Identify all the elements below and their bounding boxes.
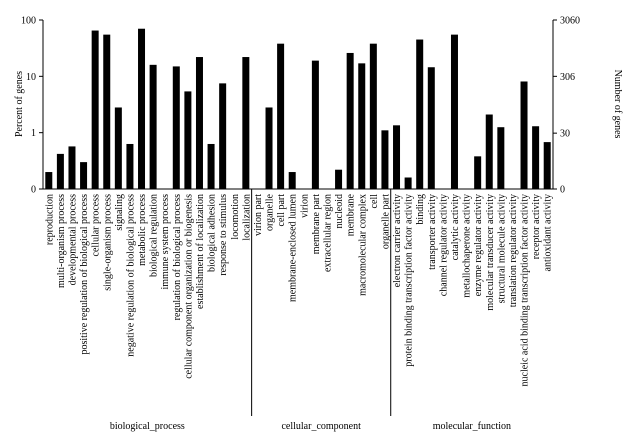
- group-label: molecular_function: [433, 421, 511, 432]
- x-tick-label: membrane part: [311, 194, 322, 254]
- x-tick-label: enzyme regulator activity: [473, 194, 484, 296]
- bar: [80, 162, 88, 189]
- x-tick-label: antioxidant activity: [543, 194, 554, 271]
- bar: [416, 39, 424, 190]
- bar: [497, 127, 505, 189]
- bar: [450, 34, 458, 189]
- tick-label: 10: [26, 72, 36, 83]
- x-tick-label: membrane-enclosed lumen: [288, 194, 299, 302]
- bar: [138, 28, 146, 190]
- x-tick-label: localization: [241, 194, 252, 241]
- bar: [335, 169, 343, 189]
- bar: [219, 83, 227, 189]
- bar: [68, 146, 76, 189]
- x-tick-label: molecular transducer activity: [485, 194, 496, 311]
- tick-label: 306: [560, 72, 575, 83]
- y2-axis-label: Number of genes: [612, 70, 623, 139]
- bar: [265, 107, 273, 189]
- x-tick-label: organelle: [265, 193, 276, 231]
- bar: [172, 66, 180, 189]
- x-tick-label: structural molecule activity: [496, 194, 507, 303]
- bar: [45, 172, 53, 189]
- x-tick-label: cell: [369, 194, 380, 209]
- bar: [358, 63, 366, 189]
- x-tick-label: metallochaperone activity: [462, 194, 473, 298]
- x-tick-label: biological adhesion: [207, 194, 218, 272]
- group-label: cellular_component: [281, 421, 361, 432]
- x-tick-label: immune system process: [160, 194, 171, 290]
- x-tick-label: regulation of biological process: [172, 194, 183, 320]
- tick-label: 3060: [560, 16, 580, 27]
- x-tick-label: metabolic process: [137, 194, 148, 266]
- x-tick-label: nucleic acid binding transcription facto…: [520, 194, 531, 386]
- x-tick-label: binding: [415, 194, 426, 225]
- x-tick-label: negative regulation of biological proces…: [125, 194, 136, 357]
- bar: [346, 52, 354, 190]
- x-tick-label: receptor activity: [531, 194, 542, 259]
- x-tick-label: reproduction: [44, 194, 55, 245]
- bar: [242, 57, 250, 190]
- group-label: biological_process: [110, 421, 185, 432]
- x-tick-label: membrane: [346, 193, 357, 236]
- y-axis-label: Percent of genes: [14, 71, 25, 137]
- bar: [288, 172, 296, 189]
- bar: [404, 177, 412, 189]
- x-tick-label: channel regulator activity: [438, 194, 449, 296]
- x-tick-label: biological regulation: [149, 194, 160, 277]
- x-tick-label: locomotion: [230, 194, 241, 240]
- tick-label: 100: [21, 16, 36, 27]
- bar: [311, 60, 319, 189]
- x-tick-label: response to stimulus: [218, 194, 229, 276]
- bar: [485, 114, 493, 189]
- tick-label: 1: [31, 128, 36, 139]
- bar: [207, 143, 215, 189]
- x-tick-label: cellular component organization or bioge…: [183, 194, 194, 379]
- tick-label: 0: [560, 185, 565, 196]
- bar: [91, 30, 99, 189]
- x-tick-label: developmental process: [67, 194, 78, 285]
- bar: [474, 156, 482, 189]
- bar: [195, 57, 203, 190]
- tick-label: 30: [560, 129, 570, 140]
- x-tick-label: cellular process: [91, 194, 102, 257]
- x-tick-label: protein binding transcription factor act…: [404, 194, 415, 367]
- x-tick-label: positive regulation of biological proces…: [79, 194, 90, 355]
- bar: [520, 81, 528, 189]
- x-tick-label: catalytic activity: [450, 194, 461, 260]
- x-tick-label: extracellular region: [322, 194, 333, 272]
- x-tick-label: virion: [299, 194, 310, 218]
- bar: [543, 142, 551, 189]
- bar: [126, 143, 134, 189]
- x-tick-label: single-organism process: [102, 194, 113, 291]
- x-tick-label: translation regulator activity: [508, 194, 519, 307]
- bar: [114, 107, 122, 189]
- x-tick-label: transporter activity: [427, 194, 438, 270]
- tick-label: 0: [31, 185, 36, 196]
- bar: [381, 130, 389, 189]
- bar: [427, 67, 435, 189]
- bar: [393, 125, 401, 189]
- x-tick-label: macromolecular complex: [357, 194, 368, 296]
- x-tick-label: establishment of localization: [195, 194, 206, 309]
- bar: [56, 153, 64, 189]
- x-tick-label: nucleoid: [334, 194, 345, 228]
- x-tick-label: cell part: [276, 194, 287, 227]
- x-tick-label: multi-organism process: [56, 194, 67, 288]
- bar: [369, 43, 377, 189]
- x-tick-label: organelle part: [380, 194, 391, 249]
- x-tick-label: electron carrier activity: [392, 194, 403, 287]
- x-tick-label: signaling: [114, 194, 125, 231]
- bar: [532, 126, 540, 189]
- bar: [277, 43, 285, 189]
- bar: [184, 91, 192, 189]
- x-tick-label: virion part: [253, 194, 264, 236]
- bar: [103, 34, 111, 189]
- bar: [149, 64, 157, 189]
